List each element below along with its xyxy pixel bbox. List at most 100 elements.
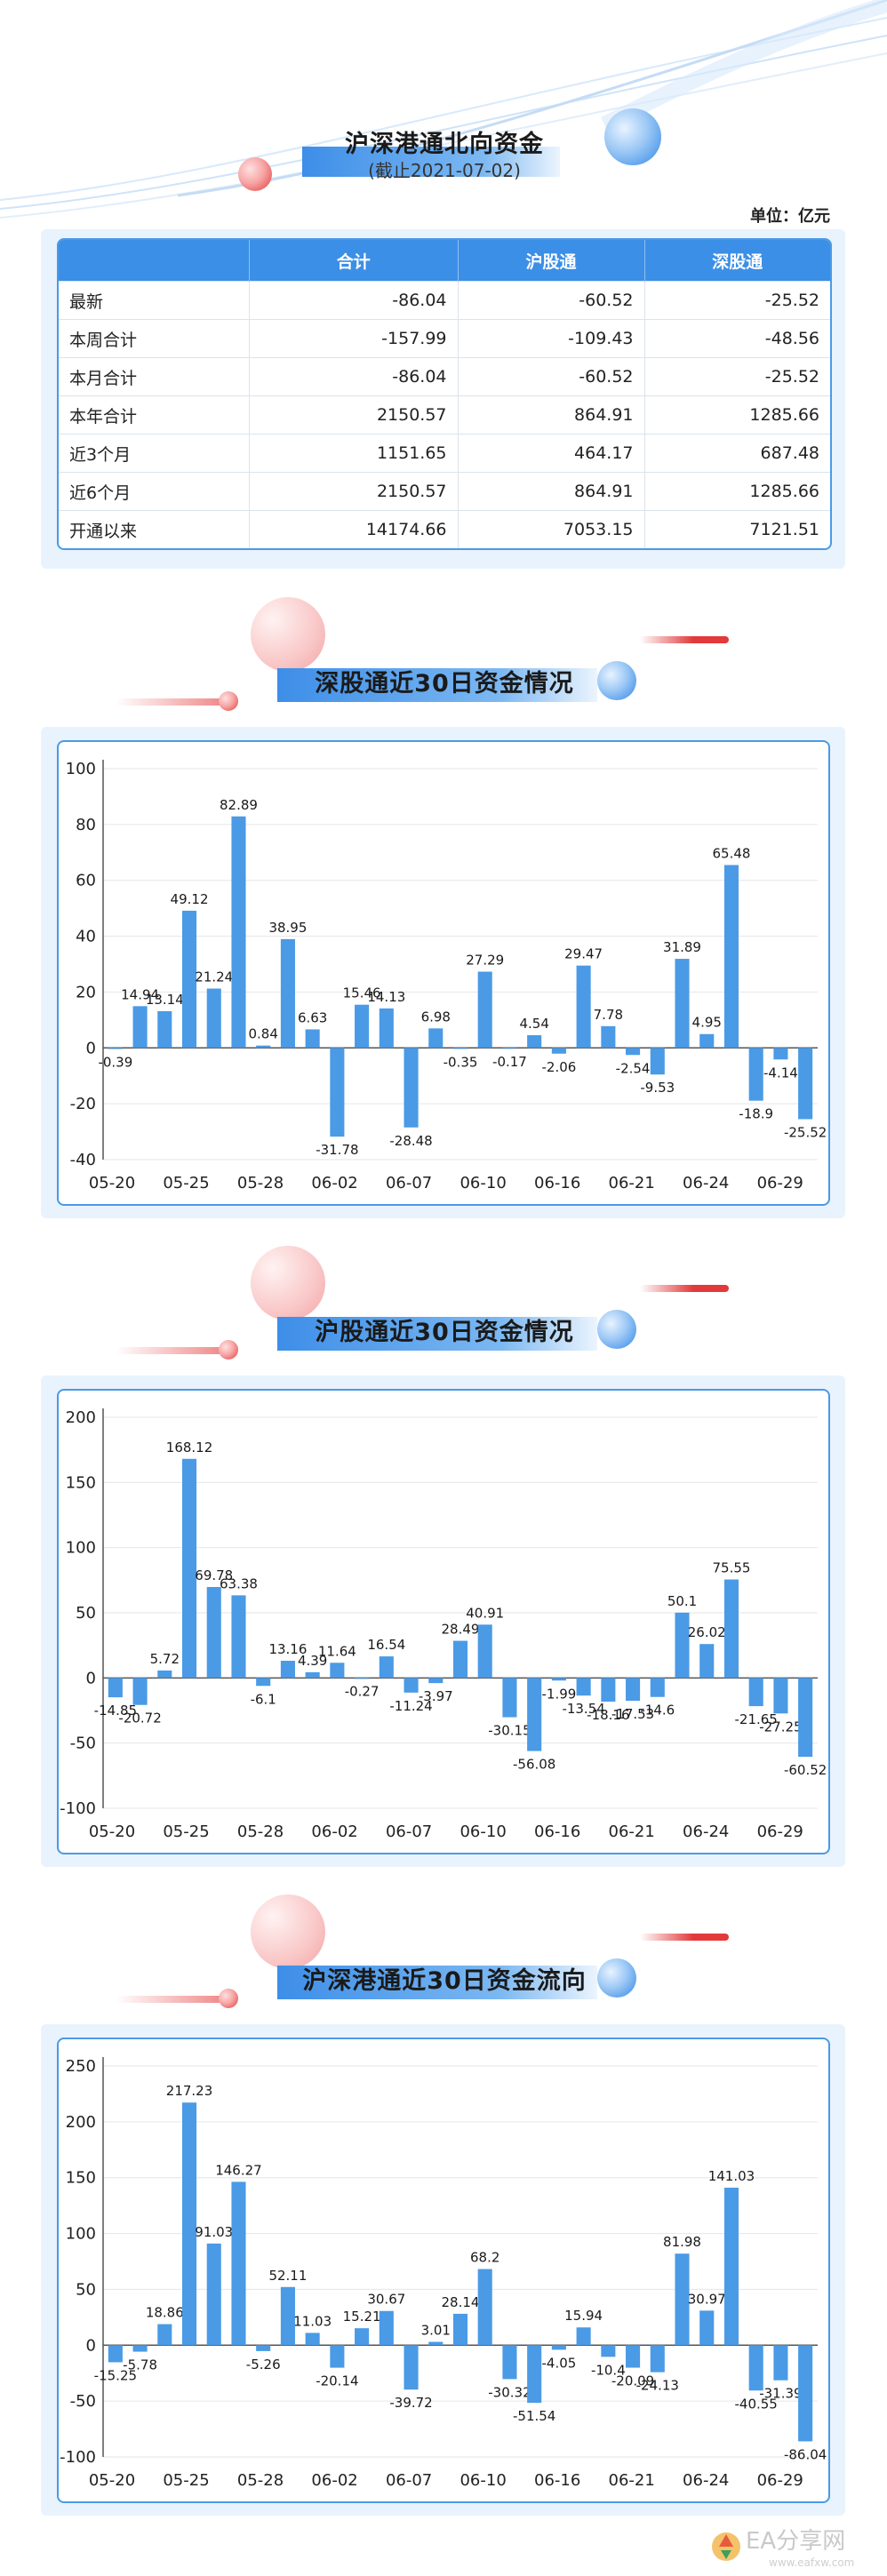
data-label: 217.23 bbox=[166, 2083, 213, 2099]
data-label: 30.67 bbox=[367, 2292, 405, 2308]
data-label: 14.94 bbox=[121, 986, 159, 1002]
data-label: -24.13 bbox=[636, 2378, 679, 2394]
data-label: 3.01 bbox=[421, 2323, 451, 2339]
blue-ball-decoration bbox=[597, 1958, 636, 1998]
data-label: 69.78 bbox=[195, 1567, 233, 1583]
y-tick-label: 250 bbox=[66, 2057, 96, 2076]
bar bbox=[675, 959, 690, 1049]
bar bbox=[551, 1048, 566, 1054]
data-label: -14.85 bbox=[94, 1703, 137, 1719]
data-label: -13.54 bbox=[562, 1701, 604, 1717]
sz-cell: 7121.51 bbox=[644, 510, 830, 548]
data-label: 141.03 bbox=[708, 2168, 755, 2184]
x-tick-label: 06-29 bbox=[757, 1822, 803, 1841]
table-row: 近6个月 2150.57 864.91 1285.66 bbox=[59, 472, 830, 511]
x-tick-label: 05-25 bbox=[163, 1174, 209, 1192]
data-label: -4.14 bbox=[763, 1065, 798, 1081]
row-label: 近3个月 bbox=[59, 434, 250, 473]
data-label: -15.25 bbox=[94, 2367, 137, 2383]
total-bar-chart: -100 -50 0 50 100 150 200 250 -15.25-5.78 18.86 21… bbox=[60, 2057, 827, 2490]
column-header: 深股通 bbox=[644, 240, 830, 282]
bar bbox=[650, 2345, 665, 2373]
data-label: -39.72 bbox=[389, 2395, 432, 2411]
y-tick-label: 100 bbox=[66, 760, 96, 778]
data-label: -0.35 bbox=[444, 1054, 478, 1070]
bar bbox=[132, 2345, 148, 2352]
data-label: -3.97 bbox=[419, 1688, 453, 1704]
pink-ball-decoration bbox=[251, 1894, 325, 1969]
data-label: 28.14 bbox=[442, 2294, 480, 2310]
data-label: -60.52 bbox=[784, 1762, 827, 1778]
bar bbox=[231, 1595, 246, 1679]
x-tick-label: 06-16 bbox=[534, 1174, 580, 1192]
x-tick-label: 06-21 bbox=[609, 2471, 655, 2490]
data-label: -18.16 bbox=[587, 1707, 629, 1723]
table-row: 最新 -86.04 -60.52 -25.52 bbox=[59, 281, 830, 320]
y-tick-label: 60 bbox=[76, 872, 96, 890]
data-label: -5.26 bbox=[246, 2357, 281, 2373]
bar bbox=[601, 2345, 616, 2357]
x-tick-label: 06-02 bbox=[311, 2471, 357, 2490]
bar bbox=[181, 2102, 197, 2346]
x-tick-label: 06-29 bbox=[757, 2471, 803, 2490]
red-stripe-decoration bbox=[116, 1996, 222, 2003]
x-tick-label: 06-02 bbox=[311, 1174, 357, 1192]
data-label: -51.54 bbox=[513, 2408, 555, 2424]
row-label: 最新 bbox=[59, 281, 250, 320]
data-label: -56.08 bbox=[513, 1757, 555, 1773]
sz-cell: 687.48 bbox=[644, 434, 830, 473]
bar bbox=[675, 1612, 690, 1679]
bar bbox=[330, 1663, 345, 1679]
sh-cell: 464.17 bbox=[458, 434, 645, 473]
bar bbox=[675, 2253, 690, 2346]
bar bbox=[379, 2310, 394, 2346]
bar bbox=[798, 2345, 813, 2442]
data-label: -40.55 bbox=[735, 2396, 778, 2412]
watermark-logo-icon bbox=[712, 2532, 740, 2561]
x-tick-label: 06-07 bbox=[386, 2471, 432, 2490]
y-tick-label: 20 bbox=[76, 983, 96, 1001]
bar bbox=[798, 1048, 813, 1120]
column-header: 合计 bbox=[249, 240, 459, 282]
bar bbox=[452, 1640, 468, 1679]
data-label: -27.25 bbox=[759, 1719, 802, 1735]
x-tick-label: 06-07 bbox=[386, 1822, 432, 1841]
bar bbox=[477, 1624, 492, 1679]
total-cell: -157.99 bbox=[249, 319, 459, 358]
table-row: 本月合计 -86.04 -60.52 -25.52 bbox=[59, 357, 830, 396]
data-label: 15.46 bbox=[343, 985, 381, 1001]
sh-chart-title: 沪股通近30日资金情况 bbox=[315, 1319, 574, 1346]
bar bbox=[280, 938, 295, 1049]
x-tick-label: 05-25 bbox=[163, 2471, 209, 2490]
data-label: -21.65 bbox=[735, 1711, 778, 1727]
data-label: -30.32 bbox=[488, 2384, 531, 2400]
bar bbox=[206, 988, 221, 1049]
data-label: -14.6 bbox=[640, 1703, 675, 1719]
total-cell: -86.04 bbox=[249, 357, 459, 396]
red-stripe-decoration bbox=[640, 1934, 729, 1941]
data-label: -9.53 bbox=[640, 1080, 675, 1096]
data-label: -0.27 bbox=[345, 1684, 380, 1700]
total-cell: 2150.57 bbox=[249, 395, 459, 435]
row-label: 本周合计 bbox=[59, 319, 250, 358]
bar bbox=[108, 1678, 123, 1698]
bar bbox=[132, 1006, 148, 1049]
data-label: -0.39 bbox=[98, 1055, 132, 1071]
bar bbox=[280, 1661, 295, 1679]
data-label: -30.15 bbox=[488, 1723, 531, 1739]
bar bbox=[699, 1644, 715, 1679]
data-label: 14.13 bbox=[367, 989, 405, 1005]
sh-cell: 7053.15 bbox=[458, 510, 645, 548]
total-chart-card: -100 -50 0 50 100 150 200 250 -15.25 -5.78 18.86 21… bbox=[57, 2038, 830, 2503]
sz-cell: -25.52 bbox=[644, 281, 830, 320]
bar bbox=[157, 2324, 172, 2346]
summary-table: 合计 沪股通 深股通 最新 -86.04 -60.52 -25.52 本周合计 … bbox=[59, 240, 830, 548]
summary-table-card: 合计 沪股通 深股通 最新 -86.04 -60.52 -25.52 本周合计 … bbox=[57, 238, 832, 550]
data-label: -10.4 bbox=[591, 2362, 626, 2378]
x-tick-label: 06-16 bbox=[534, 2471, 580, 2490]
data-label: 65.48 bbox=[712, 845, 750, 861]
pink-ball-decoration bbox=[251, 597, 325, 672]
data-label: 5.72 bbox=[150, 1651, 180, 1667]
bar bbox=[576, 2327, 591, 2346]
blue-ball-decoration bbox=[597, 661, 636, 700]
